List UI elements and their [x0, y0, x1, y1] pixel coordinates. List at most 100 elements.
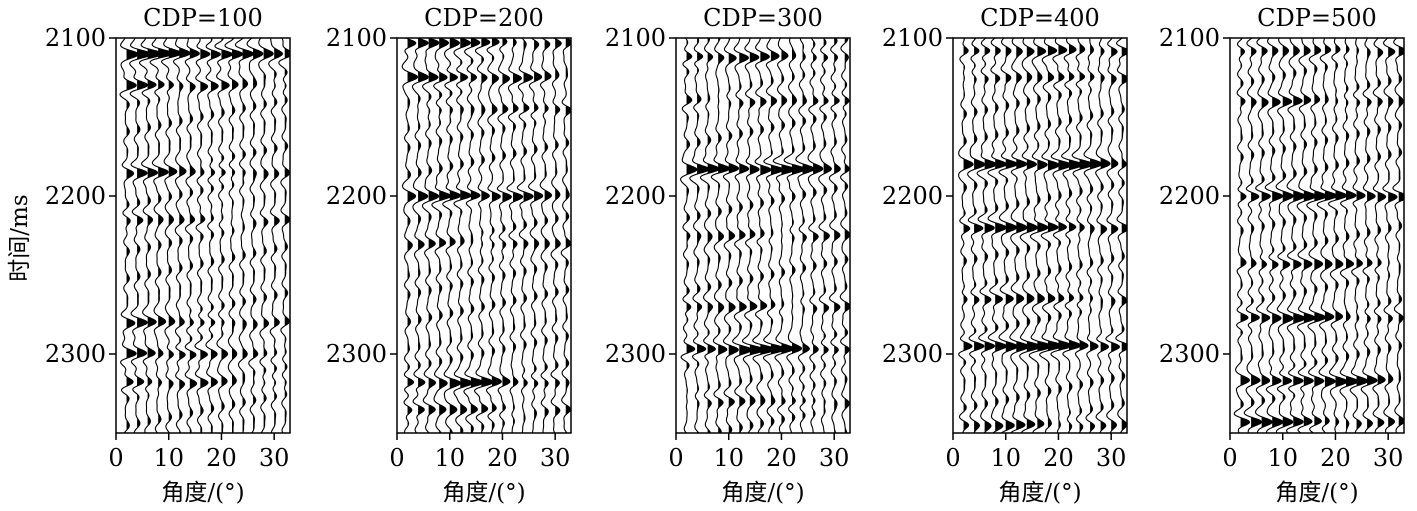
trace	[1382, 38, 1398, 433]
trace-fill	[158, 48, 173, 425]
y-tick-label: 2300	[882, 340, 943, 368]
trace-line	[550, 38, 562, 433]
x-tick-label: 20	[1043, 444, 1074, 472]
trace	[783, 38, 806, 433]
trace-fill	[718, 38, 730, 433]
trace-line	[234, 38, 255, 433]
trace-line	[194, 38, 211, 433]
x-axis-label: 角度/(°)	[721, 480, 804, 506]
trace-line	[516, 38, 534, 433]
trace-line	[138, 38, 164, 433]
trace	[1050, 38, 1073, 433]
trace	[194, 38, 211, 433]
trace	[1243, 38, 1263, 433]
trace	[463, 38, 485, 433]
trace	[1372, 38, 1387, 433]
trace	[401, 38, 419, 433]
trace-line	[689, 38, 710, 433]
trace-fill	[739, 38, 752, 433]
trace	[772, 38, 796, 433]
panel-1: CDP=100 2100 2200 2300 0 10 20 30 角度/(°)	[45, 4, 291, 506]
trace	[550, 38, 562, 433]
panel-title: CDP=300	[703, 4, 823, 32]
trace-line	[1009, 38, 1030, 433]
trace-fill	[1293, 45, 1306, 427]
trace	[710, 38, 731, 433]
x-tick-label: 0	[945, 444, 960, 472]
y-tick-label: 2200	[1159, 182, 1220, 210]
trace-fill	[1037, 45, 1053, 430]
trace-line	[967, 38, 986, 433]
panel-frame	[952, 37, 1128, 434]
y-tick-label: 2300	[605, 340, 666, 368]
trace-line	[1254, 38, 1273, 433]
trace	[431, 38, 452, 433]
trace-line	[795, 38, 815, 433]
trace-line	[732, 38, 753, 433]
trace-line	[1372, 38, 1387, 433]
y-tick-label: 2100	[326, 24, 387, 52]
trace-line	[160, 38, 183, 433]
trace-line	[1316, 38, 1338, 433]
panel-title: CDP=100	[143, 4, 263, 32]
panel-2: CDP=200 2100 2200 2300 0 10 20 30 角度/(°)	[326, 4, 572, 506]
x-tick-label: 10	[990, 444, 1021, 472]
trace-line	[411, 38, 429, 433]
trace-line	[762, 38, 787, 433]
trace	[680, 38, 698, 433]
trace	[1039, 38, 1063, 433]
trace-line	[1306, 38, 1328, 433]
trace-fill	[1047, 45, 1063, 429]
x-tick-label: 30	[1096, 444, 1127, 472]
x-tick-label: 20	[206, 444, 237, 472]
trace-line	[1095, 38, 1111, 433]
trace	[278, 38, 290, 433]
trace-line	[958, 38, 974, 433]
trace-fill	[555, 38, 562, 417]
trace-line	[680, 38, 698, 433]
trace-line	[129, 38, 152, 433]
trace-line	[976, 38, 998, 433]
trace-line	[1392, 38, 1404, 433]
trace-fill	[210, 38, 221, 433]
trace-line	[1275, 38, 1294, 433]
trace-fill	[823, 38, 832, 433]
y-tick-label: 2100	[882, 24, 943, 52]
trace	[1095, 38, 1111, 433]
trace	[224, 38, 244, 433]
trace	[722, 38, 740, 433]
trace-fill	[1079, 43, 1094, 433]
trace-line	[1105, 38, 1121, 433]
trace	[1327, 38, 1348, 433]
trace	[421, 38, 440, 433]
trace-fill	[460, 38, 473, 433]
trace-line	[710, 38, 731, 433]
trace	[1349, 38, 1369, 433]
trace-fill	[1356, 38, 1368, 430]
trace	[214, 38, 233, 433]
trace-line	[1264, 38, 1284, 433]
trace	[807, 38, 824, 433]
trace	[1306, 38, 1328, 433]
x-tick-label: 20	[766, 444, 797, 472]
trace	[1105, 38, 1121, 433]
trace-line	[1339, 38, 1359, 433]
panel-frame	[115, 37, 291, 434]
trace	[506, 38, 524, 433]
trace	[1009, 38, 1030, 433]
trace	[1296, 38, 1317, 433]
trace	[485, 38, 502, 433]
trace-line	[214, 38, 233, 433]
trace-line	[560, 38, 571, 433]
trace	[762, 38, 787, 433]
trace-line	[998, 38, 1019, 433]
trace-fill	[126, 49, 139, 431]
trace	[539, 38, 553, 433]
x-tick-label: 20	[1320, 444, 1351, 472]
y-tick-label: 2300	[1159, 340, 1220, 368]
trace-line	[1028, 38, 1053, 433]
y-tick-label: 2200	[882, 182, 943, 210]
trace-fill	[470, 38, 484, 433]
trace-fill	[1367, 38, 1377, 430]
